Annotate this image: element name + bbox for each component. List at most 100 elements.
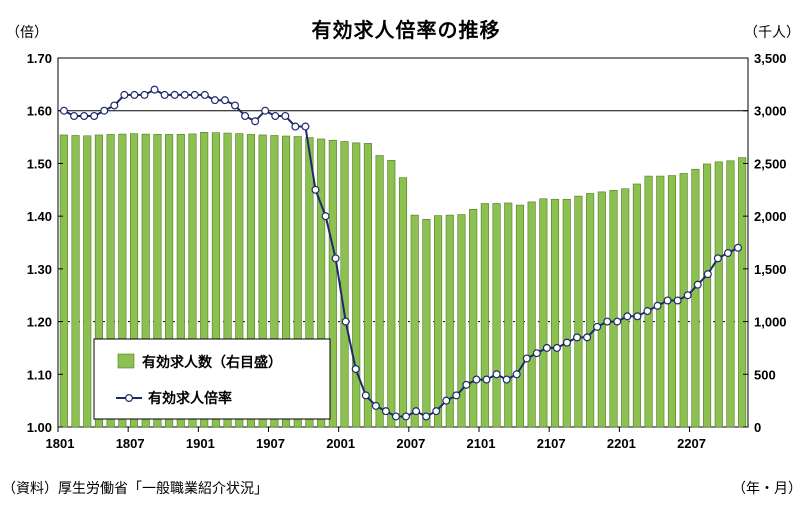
ratio-point — [673, 296, 682, 305]
y-right-tick-label: 1,000 — [754, 315, 787, 330]
ratio-point — [391, 412, 400, 421]
ratio-point — [432, 407, 441, 416]
ratio-point — [452, 391, 461, 400]
bar — [621, 188, 630, 428]
ratio-point — [110, 101, 119, 110]
bar — [515, 204, 524, 428]
x-tick-label: 1801 — [46, 436, 75, 451]
bar — [574, 195, 583, 428]
ratio-point — [200, 90, 209, 99]
bar — [691, 168, 700, 428]
bar — [59, 134, 68, 428]
chart-title: 有効求人倍率の推移 — [311, 18, 501, 42]
ratio-point — [180, 90, 189, 99]
ratio-point — [351, 365, 360, 374]
ratio-point — [150, 85, 159, 94]
bar — [738, 157, 747, 428]
ratio-point — [371, 401, 380, 410]
legend-line-marker — [124, 394, 133, 403]
ratio-point — [683, 291, 692, 300]
left-axis-unit: （倍） — [6, 25, 48, 41]
ratio-point — [522, 354, 531, 363]
bar — [340, 141, 349, 428]
y-left-tick-label: 1.10 — [27, 367, 52, 382]
ratio-point — [633, 312, 642, 321]
bar — [586, 193, 595, 428]
x-tick-label: 2207 — [677, 436, 706, 451]
y-right-tick-label: 1,500 — [754, 262, 787, 277]
ratio-point — [70, 111, 79, 120]
x-tick-label: 2007 — [396, 436, 425, 451]
x-tick-label: 2101 — [467, 436, 496, 451]
bar — [141, 133, 150, 428]
ratio-point — [422, 412, 431, 421]
ratio-point — [241, 111, 250, 120]
y-right-tick-label: 3,000 — [754, 104, 787, 119]
ratio-point — [80, 111, 89, 120]
y-right-tick-label: 0 — [754, 420, 761, 435]
bar — [176, 134, 185, 428]
ratio-point — [281, 111, 290, 120]
y-left-tick-label: 1.50 — [27, 156, 52, 171]
bar — [200, 132, 209, 428]
source-note: （資料）厚生労働省「一般職業紹介状況」 — [2, 481, 268, 497]
bar — [118, 133, 127, 428]
ratio-point — [613, 317, 622, 326]
x-tick-label: 1901 — [186, 436, 215, 451]
y-right-tick-label: 2,000 — [754, 209, 787, 224]
ratio-point — [542, 343, 551, 352]
bar — [83, 135, 92, 428]
ratio-point — [220, 96, 229, 105]
bar — [317, 138, 326, 428]
bar — [387, 159, 396, 428]
bar — [282, 135, 291, 428]
ratio-point — [341, 317, 350, 326]
ratio-point — [381, 407, 390, 416]
bar — [445, 214, 454, 428]
bar — [714, 161, 723, 428]
bar — [235, 133, 244, 428]
bar — [246, 134, 256, 428]
bar — [539, 198, 548, 428]
bar — [188, 133, 197, 428]
legend-bar-swatch — [117, 353, 135, 369]
y-left-tick-label: 1.20 — [27, 315, 52, 330]
ratio-point — [532, 349, 541, 358]
bar — [422, 219, 431, 428]
ratio-point — [160, 90, 169, 99]
y-right-tick-label: 500 — [754, 367, 776, 382]
ratio-point — [361, 391, 370, 400]
ratio-point — [120, 90, 129, 99]
ratio-point — [261, 106, 270, 115]
bar — [492, 203, 501, 428]
ratio-point — [442, 396, 451, 405]
x-tick-label: 2201 — [607, 436, 636, 451]
ratio-point — [251, 117, 260, 126]
ratio-point — [583, 333, 592, 342]
legend-bar-label: 有効求人数（右目盛） — [142, 354, 282, 371]
ratio-point — [693, 280, 702, 289]
x-tick-label: 2001 — [326, 436, 355, 451]
y-left-tick-label: 1.40 — [27, 209, 52, 224]
legend-line-label: 有効求人倍率 — [148, 390, 232, 407]
bar — [527, 201, 536, 428]
bar — [562, 198, 571, 428]
ratio-point — [713, 254, 722, 263]
ratio-point — [573, 333, 582, 342]
bar — [410, 214, 419, 428]
ratio-point — [130, 90, 139, 99]
x-tick-label: 2107 — [537, 436, 566, 451]
bar — [726, 160, 735, 428]
ratio-point — [321, 212, 330, 221]
ratio-point — [562, 338, 571, 347]
bar — [71, 135, 80, 428]
bar — [597, 191, 606, 428]
ratio-point — [723, 249, 732, 258]
ratio-point — [90, 111, 99, 120]
bar — [352, 142, 361, 428]
ratio-point — [210, 96, 219, 105]
ratio-point — [663, 296, 672, 305]
ratio-point — [402, 412, 411, 421]
bar — [223, 132, 232, 428]
